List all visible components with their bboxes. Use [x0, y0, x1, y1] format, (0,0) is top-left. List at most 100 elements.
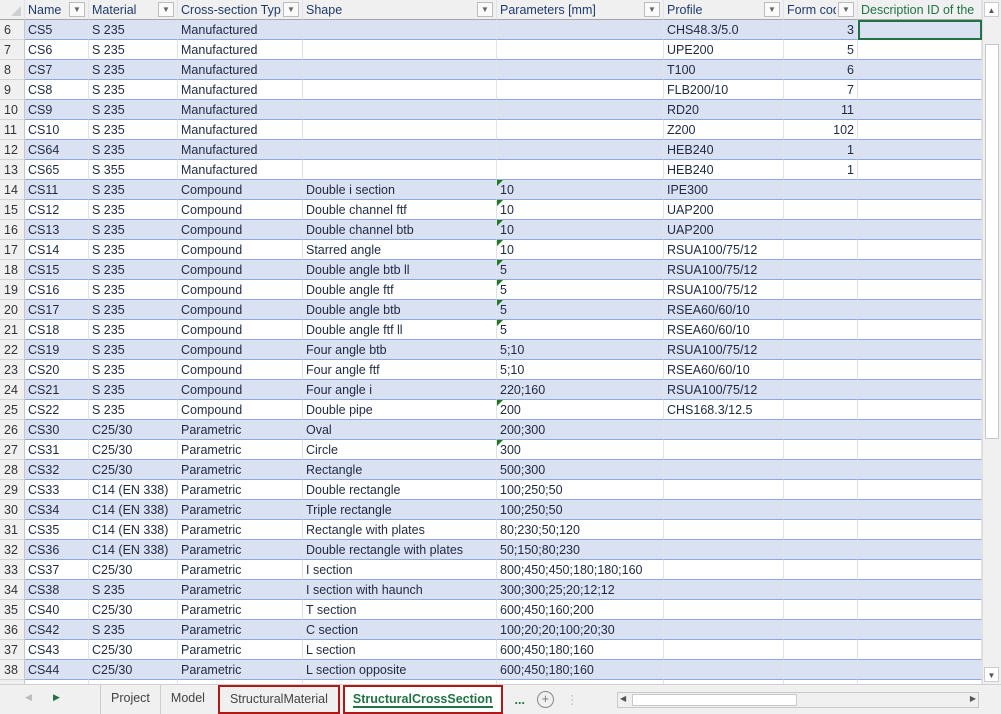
cell-shape[interactable] — [303, 40, 497, 60]
cell-parameters[interactable]: 600;450;180;160 — [497, 660, 664, 680]
cell-material[interactable]: S 235 — [89, 380, 178, 400]
cell-shape[interactable] — [303, 100, 497, 120]
cell-name[interactable]: CS13 — [25, 220, 89, 240]
cell-cross-section-type[interactable]: Manufactured — [178, 140, 303, 160]
cell-form-code[interactable] — [784, 320, 858, 340]
cell-parameters[interactable]: 300 — [497, 440, 664, 460]
column-header-cross-section-type[interactable]: Cross-section Type ▼ — [178, 0, 303, 20]
row-number[interactable]: 31 — [0, 520, 25, 540]
cell-cross-section-type[interactable]: Parametric — [178, 500, 303, 520]
tab-project[interactable]: Project — [100, 685, 160, 714]
cell-form-code[interactable] — [784, 360, 858, 380]
cell-cross-section-type[interactable]: Compound — [178, 240, 303, 260]
cell-material[interactable]: C25/30 — [89, 600, 178, 620]
row-number[interactable]: 37 — [0, 640, 25, 660]
cell-name[interactable]: CS31 — [25, 440, 89, 460]
cell-name[interactable]: CS30 — [25, 420, 89, 440]
cell-cross-section-type[interactable]: Parametric — [178, 540, 303, 560]
cell-name[interactable]: CS19 — [25, 340, 89, 360]
cell-description-id[interactable] — [858, 100, 982, 120]
cell-name[interactable]: CS12 — [25, 200, 89, 220]
cell-parameters[interactable] — [497, 20, 664, 40]
cell-description-id[interactable] — [858, 600, 982, 620]
row-number[interactable]: 22 — [0, 340, 25, 360]
cell-cross-section-type[interactable]: Parametric — [178, 480, 303, 500]
cell-material[interactable]: S 235 — [89, 580, 178, 600]
cell-description-id[interactable] — [858, 340, 982, 360]
cell-name[interactable]: CS65 — [25, 160, 89, 180]
cell-cross-section-type[interactable]: Compound — [178, 300, 303, 320]
cell-parameters[interactable]: 10 — [497, 220, 664, 240]
row-number[interactable]: 20 — [0, 300, 25, 320]
row-number[interactable]: 19 — [0, 280, 25, 300]
cell-cross-section-type[interactable]: Parametric — [178, 440, 303, 460]
filter-dropdown-icon[interactable]: ▼ — [477, 2, 493, 17]
cell-material[interactable]: S 235 — [89, 180, 178, 200]
cell-parameters[interactable]: 80;230;50;120 — [497, 520, 664, 540]
cell-cross-section-type[interactable]: Parametric — [178, 660, 303, 680]
cell-parameters[interactable]: 100;20;20;100;20;30 — [497, 620, 664, 640]
cell-form-code[interactable]: 5 — [784, 40, 858, 60]
cell-cross-section-type[interactable]: Compound — [178, 360, 303, 380]
cell-material[interactable]: C14 (EN 338) — [89, 540, 178, 560]
column-header-profile[interactable]: Profile ▼ — [664, 0, 784, 20]
cell-description-id[interactable] — [858, 240, 982, 260]
cell-form-code[interactable] — [784, 560, 858, 580]
cell-profile[interactable]: HEB240 — [664, 160, 784, 180]
tab-model[interactable]: Model — [159, 685, 215, 714]
cell-form-code[interactable] — [784, 280, 858, 300]
row-number[interactable]: 32 — [0, 540, 25, 560]
row-number[interactable]: 25 — [0, 400, 25, 420]
cell-profile[interactable]: UAP200 — [664, 200, 784, 220]
row-number[interactable]: 36 — [0, 620, 25, 640]
cell-profile[interactable]: CHS168.3/12.5 — [664, 400, 784, 420]
cell-profile[interactable] — [664, 440, 784, 460]
filter-dropdown-icon[interactable]: ▼ — [283, 2, 299, 17]
cell-form-code[interactable] — [784, 380, 858, 400]
row-number[interactable]: 6 — [0, 20, 25, 40]
cell-material[interactable]: S 235 — [89, 140, 178, 160]
cell-form-code[interactable]: 1 — [784, 140, 858, 160]
cell-name[interactable]: CS35 — [25, 520, 89, 540]
cell-name[interactable]: CS7 — [25, 60, 89, 80]
cell-form-code[interactable] — [784, 400, 858, 420]
cell-shape[interactable]: I section with haunch — [303, 580, 497, 600]
filter-dropdown-icon[interactable]: ▼ — [69, 2, 85, 17]
cell-cross-section-type[interactable]: Parametric — [178, 420, 303, 440]
cell-shape[interactable]: I section — [303, 560, 497, 580]
cell-shape[interactable]: Four angle btb — [303, 340, 497, 360]
cell-form-code[interactable] — [784, 420, 858, 440]
cell-profile[interactable] — [664, 600, 784, 620]
cell-material[interactable]: S 235 — [89, 220, 178, 240]
cell-name[interactable]: CS42 — [25, 620, 89, 640]
cell-shape[interactable] — [303, 160, 497, 180]
row-number[interactable]: 30 — [0, 500, 25, 520]
cell-description-id[interactable] — [858, 540, 982, 560]
tab-scroll-left-icon[interactable]: ◀ — [25, 692, 32, 702]
cell-name[interactable]: CS11 — [25, 180, 89, 200]
cell-description-id[interactable] — [858, 460, 982, 480]
cell-form-code[interactable] — [784, 340, 858, 360]
cell-material[interactable]: C14 (EN 338) — [89, 480, 178, 500]
add-sheet-icon[interactable]: + — [536, 691, 554, 708]
cell-name[interactable]: CS34 — [25, 500, 89, 520]
cell-material[interactable]: C25/30 — [89, 420, 178, 440]
row-number[interactable]: 26 — [0, 420, 25, 440]
horizontal-scroll-thumb[interactable] — [632, 694, 797, 706]
cell-cross-section-type[interactable]: Compound — [178, 340, 303, 360]
cell-shape[interactable]: Double rectangle — [303, 480, 497, 500]
cell-parameters[interactable] — [497, 60, 664, 80]
cell-name[interactable]: CS40 — [25, 600, 89, 620]
cell-parameters[interactable]: 100;250;50 — [497, 500, 664, 520]
cell-description-id[interactable] — [858, 200, 982, 220]
cell-description-id[interactable] — [858, 160, 982, 180]
cell-shape[interactable]: C section — [303, 620, 497, 640]
scroll-left-icon[interactable]: ◀ — [620, 694, 627, 703]
row-number[interactable]: 29 — [0, 480, 25, 500]
row-number[interactable]: 34 — [0, 580, 25, 600]
cell-shape[interactable]: Double angle btb ll — [303, 260, 497, 280]
row-number[interactable]: 28 — [0, 460, 25, 480]
scroll-right-icon[interactable]: ▶ — [969, 694, 976, 703]
cell-profile[interactable]: RSUA100/75/12 — [664, 240, 784, 260]
row-number[interactable]: 9 — [0, 80, 25, 100]
